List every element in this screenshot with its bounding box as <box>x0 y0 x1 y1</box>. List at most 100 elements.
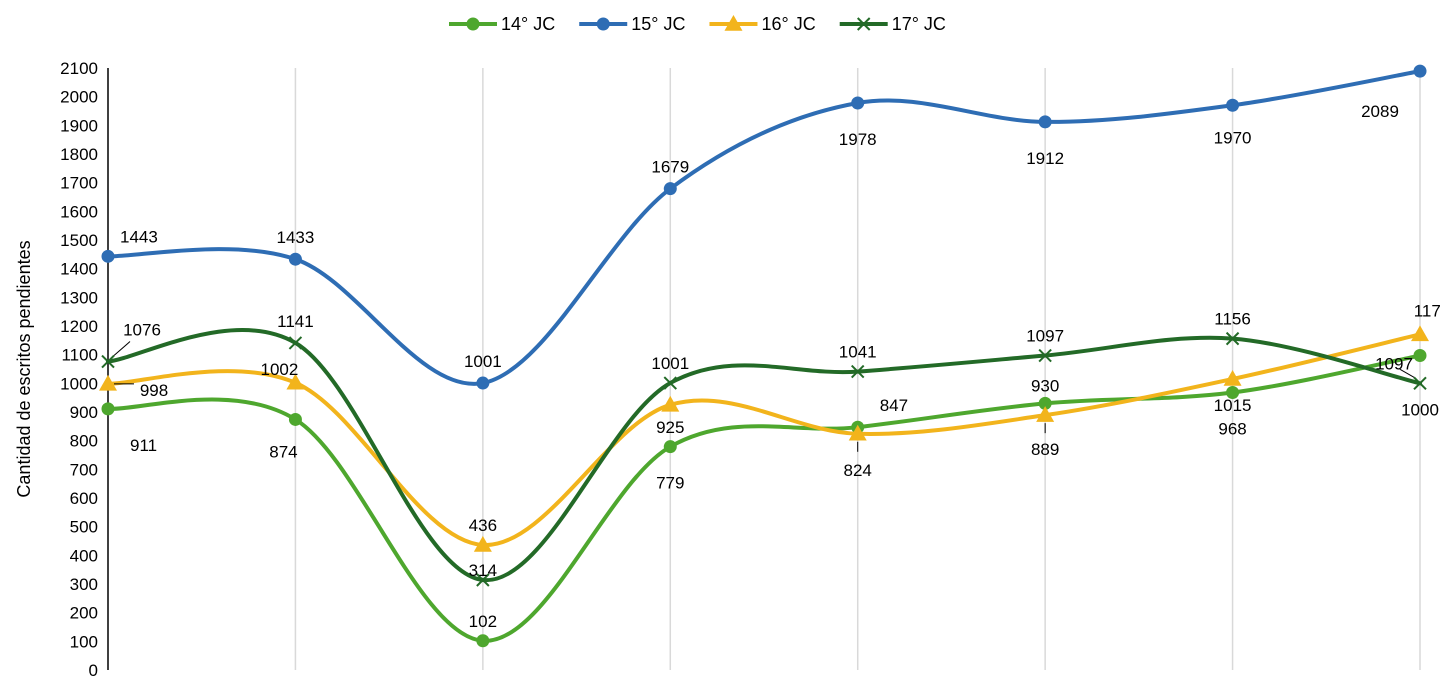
data-point <box>851 96 865 110</box>
data-point <box>288 412 302 426</box>
y-tick-label: 900 <box>70 403 98 422</box>
series-line <box>106 69 1422 386</box>
data-point <box>1038 115 1052 129</box>
data-point <box>1413 349 1427 363</box>
data-label: 2089 <box>1361 102 1399 121</box>
y-tick-label: 1200 <box>60 317 98 336</box>
y-axis-label: Cantidad de escritos pendientes <box>14 240 34 497</box>
legend-label: 14° JC <box>501 14 555 34</box>
data-point <box>848 424 867 441</box>
legend-label: 15° JC <box>631 14 685 34</box>
data-label: 1041 <box>839 343 877 362</box>
y-tick-label: 1300 <box>60 288 98 307</box>
series-line <box>106 328 1422 583</box>
data-label: 1097 <box>1375 355 1413 374</box>
y-tick-label: 1900 <box>60 116 98 135</box>
legend-item-4[interactable]: 17° JC <box>839 14 946 34</box>
data-point <box>1226 98 1240 112</box>
y-tick-label: 0 <box>89 661 98 679</box>
data-label: 1097 <box>1026 327 1064 346</box>
data-point <box>286 373 305 390</box>
data-label: 968 <box>1218 420 1246 439</box>
data-label: 1076 <box>123 321 161 340</box>
y-tick-label: 700 <box>70 460 98 479</box>
data-point <box>1411 325 1429 342</box>
data-label: 1000 <box>1401 400 1439 419</box>
data-label: 314 <box>469 561 497 580</box>
data-point <box>1036 406 1055 422</box>
data-point <box>661 395 680 412</box>
series-3 <box>99 325 1429 552</box>
leader-line <box>113 341 131 356</box>
data-point <box>476 376 490 390</box>
y-tick-label: 1700 <box>60 174 98 193</box>
y-tick-label: 500 <box>70 518 98 537</box>
data-label: 1433 <box>277 228 315 247</box>
data-label: 1970 <box>1214 128 1252 147</box>
data-point <box>101 354 115 369</box>
y-tick-label: 2100 <box>60 59 98 78</box>
y-tick-label: 1800 <box>60 145 98 164</box>
data-label: 911 <box>130 436 157 455</box>
data-label: 998 <box>140 381 168 400</box>
y-tick-label: 600 <box>70 489 98 508</box>
y-tick-label: 1000 <box>60 374 98 393</box>
data-point <box>1413 376 1427 391</box>
data-label: 1443 <box>120 227 158 246</box>
grid-lines <box>294 68 1421 670</box>
series-line <box>106 353 1422 643</box>
data-point <box>1413 64 1427 78</box>
y-tick-label: 1600 <box>60 202 98 221</box>
data-point <box>476 634 490 648</box>
data-point <box>1225 331 1240 346</box>
data-label: 1679 <box>651 158 689 177</box>
data-label: 847 <box>880 396 908 415</box>
y-tick-label: 1400 <box>60 260 98 279</box>
data-point <box>473 536 492 552</box>
data-label: 930 <box>1031 376 1059 395</box>
data-label: 889 <box>1031 440 1059 459</box>
legend-marker <box>856 17 871 31</box>
legend-item-3[interactable]: 16° JC <box>709 14 816 34</box>
y-tick-label: 400 <box>70 546 98 565</box>
data-label: 1001 <box>464 352 502 371</box>
data-point <box>851 364 865 379</box>
data-label: 1015 <box>1214 396 1252 415</box>
data-point <box>1038 396 1052 410</box>
data-labels: 911 874 102 779 847 930 968 1097 1443 1433 1001 167… <box>113 102 1441 631</box>
y-tick-label: 300 <box>70 575 98 594</box>
data-label: 436 <box>469 516 497 535</box>
data-label: 1001 <box>651 354 689 373</box>
y-tick-label: 2000 <box>60 88 98 107</box>
data-point <box>663 182 677 196</box>
legend-item-2[interactable]: 15° JC <box>579 14 685 34</box>
legend[interactable]: 14° JC 15° JC 16° JC 17° JC <box>449 14 946 34</box>
data-point <box>288 252 302 266</box>
data-label: 779 <box>656 474 684 493</box>
data-point <box>99 374 117 391</box>
data-label: 1978 <box>839 130 877 149</box>
series-line <box>106 332 1422 548</box>
legend-item-1[interactable]: 14° JC <box>449 14 555 34</box>
legend-label: 16° JC <box>761 14 815 34</box>
data-point <box>288 336 303 350</box>
data-point <box>1038 348 1052 363</box>
data-label: 1002 <box>261 360 299 379</box>
data-label: 1912 <box>1026 149 1064 168</box>
series-1 <box>101 349 1427 648</box>
data-label: 1141 <box>277 312 314 331</box>
series-2 <box>101 64 1427 390</box>
y-tick-label: 1500 <box>60 231 98 250</box>
series-4 <box>101 328 1427 587</box>
legend-marker <box>596 17 610 31</box>
legend-marker <box>724 15 743 31</box>
data-point <box>1223 370 1242 386</box>
data-point <box>1226 386 1240 400</box>
data-label: 925 <box>656 418 684 437</box>
data-label: 824 <box>844 461 872 480</box>
legend-marker <box>466 17 480 31</box>
y-axis: 0 100 200 300 400 500 600 700 800 900 1000 1100 1200… <box>60 59 109 679</box>
data-label: 102 <box>469 612 497 631</box>
